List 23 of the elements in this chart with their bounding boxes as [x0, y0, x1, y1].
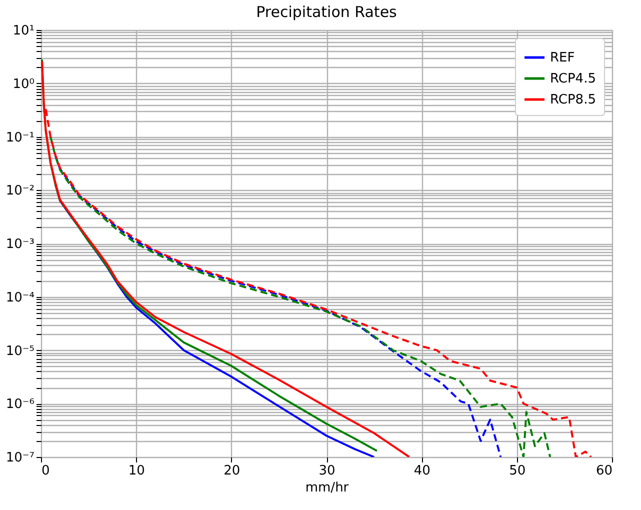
y-tick-label: 10⁻⁷ — [6, 450, 34, 466]
x-tick-label: 60 — [596, 464, 612, 478]
y-tick-label: 10⁻⁴ — [6, 290, 34, 306]
line-series — [50, 136, 552, 457]
y-tick-label: 10¹ — [12, 24, 34, 38]
x-tick-label: 30 — [318, 464, 336, 478]
y-tick-label: 10⁻² — [6, 184, 34, 199]
legend-label: REF — [550, 50, 575, 66]
y-tick-label: 10⁰ — [12, 76, 34, 92]
x-tick-label: 10 — [128, 464, 145, 478]
y-tick-label: 10⁻⁵ — [6, 344, 34, 359]
legend-label: RCP4.5 — [550, 72, 596, 86]
x-axis-title: mm/hr — [305, 480, 350, 496]
y-tick-label: 10⁻³ — [6, 237, 34, 252]
legend-label: RCP8.5 — [550, 92, 596, 108]
y-tick-label: 10⁻¹ — [6, 130, 34, 146]
x-tick-label: 20 — [224, 464, 240, 478]
x-tick-label: 40 — [414, 464, 430, 478]
chart-title: Precipitation Rates — [256, 3, 398, 21]
x-tick-label: 50 — [509, 464, 526, 478]
x-tick-label: 0 — [42, 464, 50, 478]
y-tick-label: 10⁻⁶ — [6, 397, 34, 412]
line-series — [54, 154, 502, 457]
